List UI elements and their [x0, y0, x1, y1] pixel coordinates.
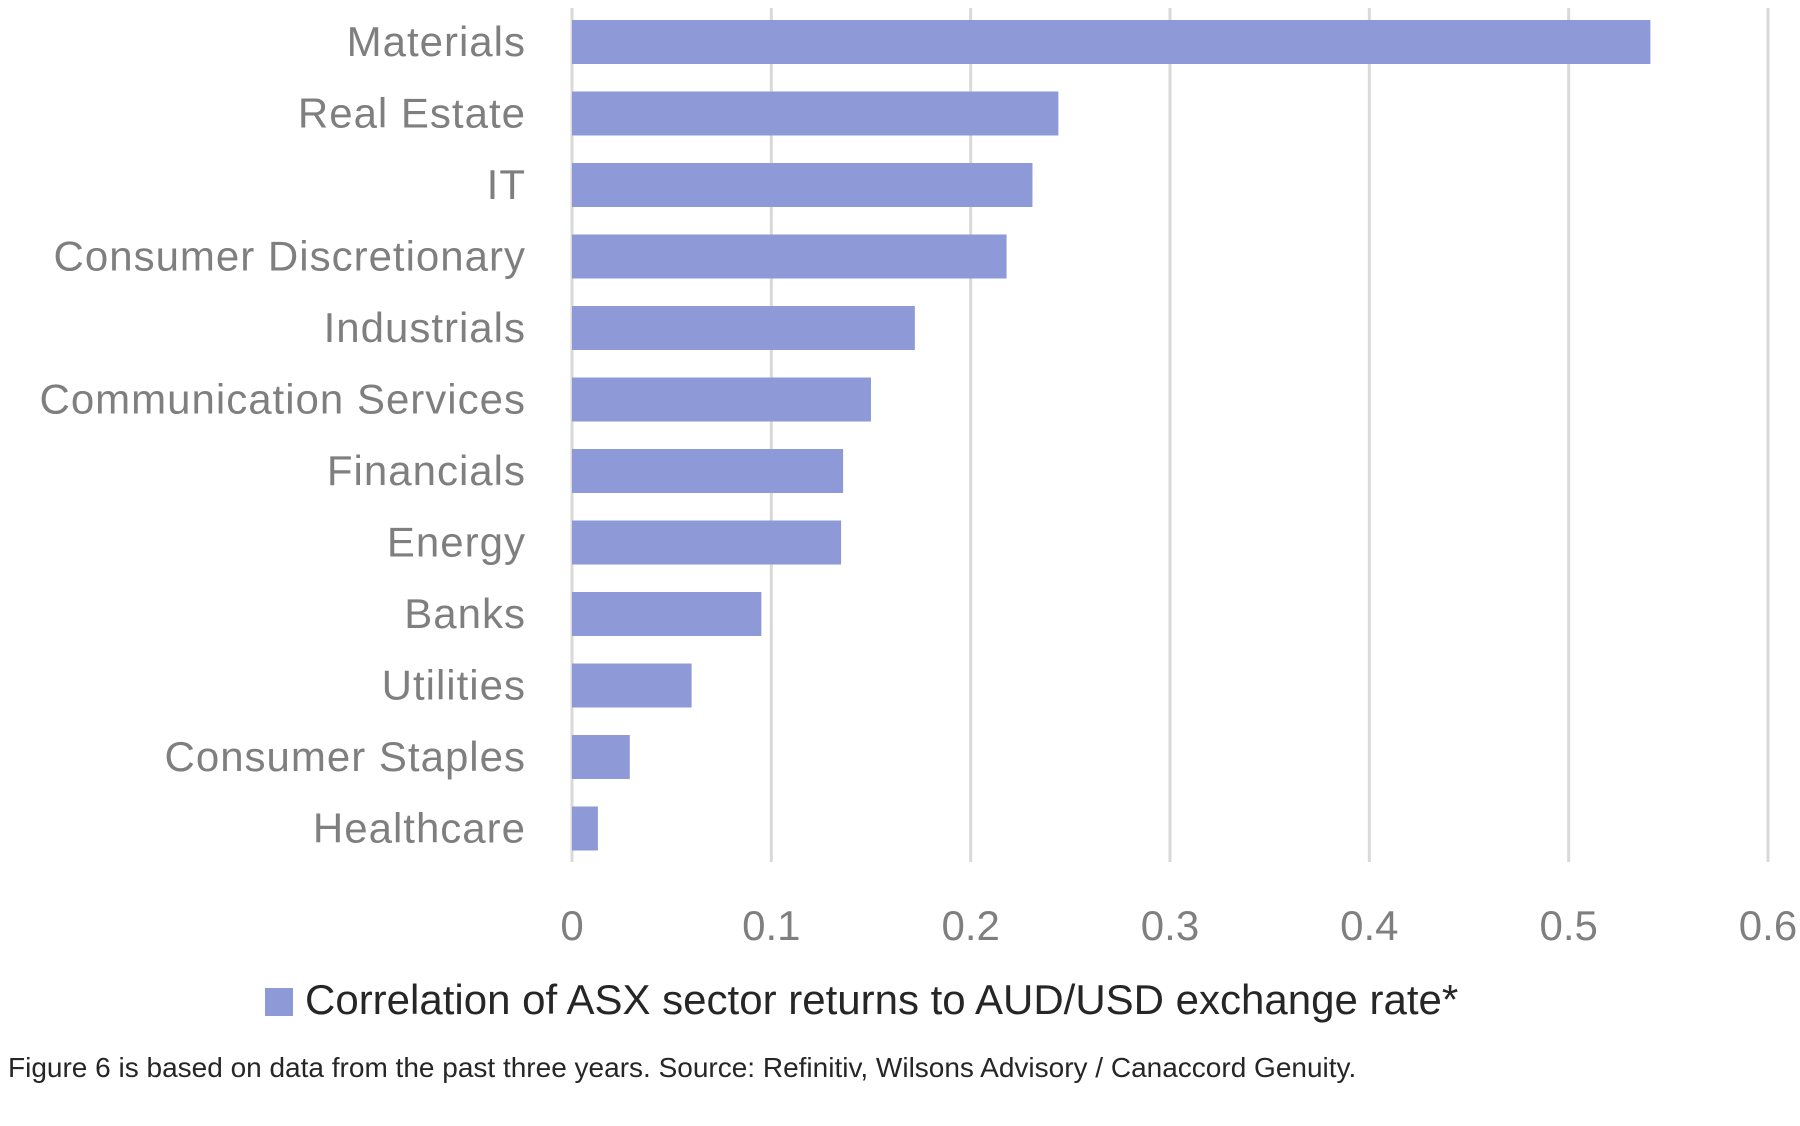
- x-tick-label: 0.6: [1739, 902, 1797, 949]
- bar-consumer-discretionary: [572, 234, 1007, 279]
- category-label: Financials: [327, 447, 526, 494]
- legend: Correlation of ASX sector returns to AUD…: [265, 976, 1458, 1023]
- bar-banks: [572, 592, 762, 636]
- legend-label: Correlation of ASX sector returns to AUD…: [305, 976, 1458, 1023]
- category-label: Banks: [404, 590, 526, 637]
- legend-swatch: [265, 988, 293, 1016]
- bar-utilities: [572, 663, 692, 708]
- category-label: Real Estate: [298, 90, 526, 137]
- bar-financials: [572, 449, 844, 493]
- category-label: IT: [487, 161, 526, 208]
- bar-industrials: [572, 306, 915, 350]
- bar-communication-services: [572, 377, 871, 422]
- bar-it: [572, 163, 1033, 207]
- x-tick-label: 0.5: [1539, 902, 1597, 949]
- category-label: Consumer Discretionary: [54, 233, 526, 280]
- category-label: Utilities: [382, 662, 526, 709]
- x-tick-label: 0.2: [941, 902, 999, 949]
- x-tick-label: 0: [560, 902, 583, 949]
- category-label: Energy: [387, 519, 526, 566]
- category-label: Consumer Staples: [165, 733, 527, 780]
- bar-energy: [572, 520, 842, 565]
- category-label: Healthcare: [313, 805, 526, 852]
- x-tick-label: 0.4: [1340, 902, 1398, 949]
- category-labels: Materials Real Estate IT Consumer Discretio…: [39, 18, 527, 852]
- bar-healthcare: [572, 806, 598, 851]
- category-label: Industrials: [324, 304, 526, 351]
- x-tick-label: 0.1: [742, 902, 800, 949]
- category-label: Materials: [347, 18, 526, 65]
- footnote: Figure 6 is based on data from the past …: [8, 1052, 1356, 1083]
- x-tick-labels: 0 0.1 0.2 0.3 0.4 0.5 0.6: [560, 902, 1797, 949]
- bar-real-estate: [572, 91, 1059, 136]
- gridlines: [570, 8, 1770, 862]
- x-tick-label: 0.3: [1141, 902, 1199, 949]
- bar-consumer-staples: [572, 735, 630, 779]
- bars: [572, 20, 1651, 851]
- bar-materials: [572, 20, 1651, 64]
- category-label: Communication Services: [39, 376, 526, 423]
